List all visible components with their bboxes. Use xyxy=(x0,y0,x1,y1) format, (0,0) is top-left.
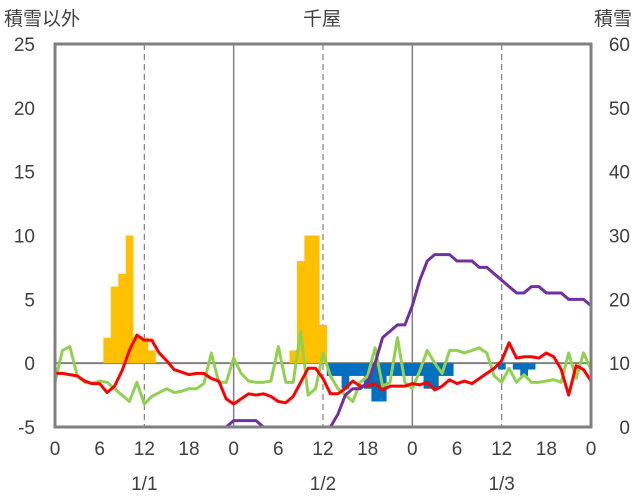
negative-bar xyxy=(423,363,432,389)
negative-bar xyxy=(386,363,395,376)
positive-bar xyxy=(304,235,313,364)
positive-bar xyxy=(110,286,119,364)
date-label: 1/1 xyxy=(131,474,157,495)
red-series-line xyxy=(53,333,593,406)
positive-bar xyxy=(319,324,328,364)
green-series-line xyxy=(53,329,593,406)
left-tick-label: 0 xyxy=(24,354,35,375)
negative-bar xyxy=(356,363,365,376)
x-tick-label: 18 xyxy=(536,439,557,460)
right-tick-label: 60 xyxy=(609,35,630,56)
negative-bar xyxy=(408,363,417,376)
tick-labels: -5 0 5 10 15 20 25 0 10 20 30 40 50 60 0 6 12 18 0 6 12 18 0 6 1… xyxy=(14,35,630,495)
left-tick-label: 20 xyxy=(14,99,35,120)
plot-frame xyxy=(53,42,593,429)
right-tick-label: 0 xyxy=(619,418,630,439)
x-tick-label: 0 xyxy=(228,439,239,460)
right-tick-label: 10 xyxy=(609,354,630,375)
x-tick-label: 6 xyxy=(273,439,284,460)
negative-bar xyxy=(512,363,521,370)
right-tick-label: 20 xyxy=(609,290,630,311)
right-axis-title: 積雪 xyxy=(594,8,632,30)
x-tick-label: 6 xyxy=(452,439,463,460)
date-label: 1/3 xyxy=(488,474,514,495)
negative-bar xyxy=(341,363,350,389)
x-tick-label: 12 xyxy=(491,439,512,460)
x-tick-label: 12 xyxy=(312,439,333,460)
negative-bar xyxy=(520,363,529,376)
positive-bar xyxy=(289,350,298,364)
positive-bar xyxy=(125,235,134,364)
right-tick-label: 40 xyxy=(609,163,630,184)
positive-bar xyxy=(296,261,305,364)
positive-bar xyxy=(148,350,156,364)
negative-bar xyxy=(497,363,506,370)
x-tick-label: 18 xyxy=(178,439,199,460)
x-tick-label: 0 xyxy=(586,439,597,460)
x-tick-label: 12 xyxy=(134,439,155,460)
left-tick-label: 10 xyxy=(14,227,35,248)
negative-bar xyxy=(334,363,342,376)
left-axis-title: 積雪以外 xyxy=(4,8,80,30)
left-tick-label: -5 xyxy=(18,418,35,439)
negative-bar xyxy=(430,363,439,389)
negative-bar xyxy=(349,363,357,376)
left-tick-label: 15 xyxy=(14,163,35,184)
negative-bar xyxy=(393,363,402,376)
negative-bar xyxy=(527,363,536,370)
date-label: 1/2 xyxy=(310,474,336,495)
x-tick-label: 0 xyxy=(407,439,418,460)
x-tick-label: 18 xyxy=(357,439,378,460)
positive-bar xyxy=(118,273,127,364)
right-tick-label: 50 xyxy=(609,99,630,120)
negative-bar xyxy=(326,363,335,376)
left-tick-label: 25 xyxy=(14,35,35,56)
negative-bar xyxy=(401,363,409,376)
chart-title: 千屋 xyxy=(303,8,341,30)
positive-bar xyxy=(140,337,149,364)
x-tick-label: 6 xyxy=(94,439,105,460)
left-tick-label: 5 xyxy=(24,290,35,311)
positive-bar xyxy=(133,337,141,364)
right-tick-label: 30 xyxy=(609,227,630,248)
positive-bar xyxy=(311,235,320,364)
positive-bar xyxy=(103,337,112,364)
negative-bar xyxy=(445,363,454,376)
x-tick-label: 0 xyxy=(50,439,61,460)
